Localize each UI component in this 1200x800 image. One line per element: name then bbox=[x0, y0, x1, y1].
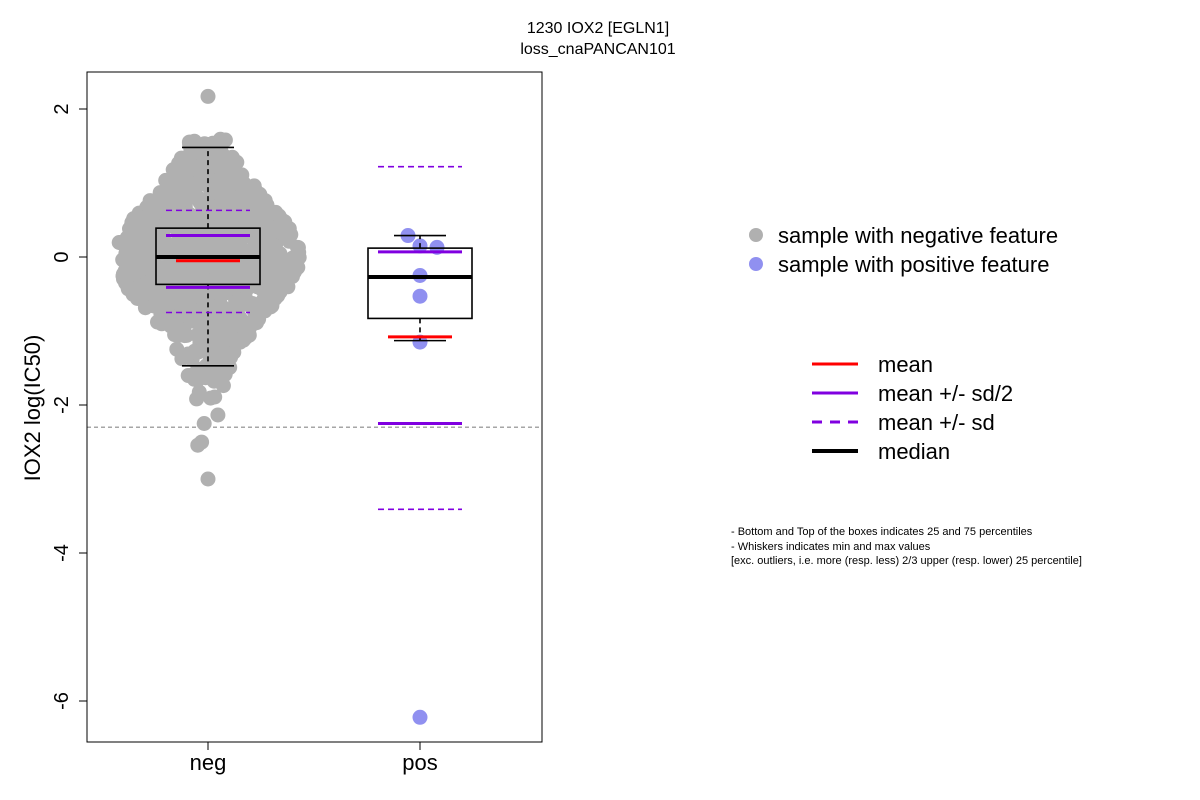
data-point bbox=[412, 709, 428, 725]
points-legend: sample with negative feature sample with … bbox=[749, 223, 1058, 277]
data-point bbox=[162, 175, 178, 191]
data-point bbox=[217, 326, 233, 342]
data-point bbox=[184, 287, 200, 303]
data-point bbox=[189, 264, 205, 280]
data-point bbox=[412, 288, 428, 304]
box-pos bbox=[367, 165, 473, 511]
data-point bbox=[271, 281, 287, 297]
data-point bbox=[174, 191, 189, 207]
data-point bbox=[254, 282, 270, 298]
data-point bbox=[194, 434, 210, 450]
lines-legend: mean mean +/- sd/2 mean +/- sd median bbox=[812, 352, 1013, 464]
x-axis: neg pos bbox=[190, 741, 438, 775]
data-point bbox=[262, 296, 278, 312]
y-tick-label: -4 bbox=[51, 544, 73, 562]
data-point bbox=[200, 88, 216, 104]
data-point bbox=[130, 209, 146, 225]
pos-points bbox=[400, 228, 445, 725]
data-point bbox=[201, 286, 217, 302]
x-tick-label: neg bbox=[190, 750, 227, 775]
note-line-2: - Whiskers indicates min and max values bbox=[731, 541, 931, 553]
data-point bbox=[178, 150, 194, 166]
note-line-1: - Bottom and Top of the boxes indicates … bbox=[731, 526, 1033, 538]
data-point bbox=[210, 315, 225, 331]
data-point bbox=[168, 316, 184, 332]
data-point bbox=[137, 300, 153, 316]
data-point bbox=[116, 237, 132, 253]
box-body bbox=[367, 247, 473, 320]
y-tick-label: -2 bbox=[51, 396, 73, 414]
data-point bbox=[217, 132, 233, 148]
data-point bbox=[166, 219, 182, 235]
data-point bbox=[189, 212, 205, 228]
data-point bbox=[221, 154, 236, 169]
data-point bbox=[190, 344, 206, 360]
data-point bbox=[241, 327, 257, 343]
legend-label: mean +/- sd bbox=[878, 410, 995, 435]
legend-marker bbox=[749, 257, 763, 271]
data-point bbox=[167, 239, 183, 255]
data-point bbox=[189, 327, 205, 343]
data-point bbox=[240, 294, 256, 310]
x-tick-label: pos bbox=[402, 750, 437, 775]
legend-label: sample with negative feature bbox=[778, 223, 1058, 248]
y-axis-label: IOX2 log(IC50) bbox=[20, 335, 45, 482]
y-tick-label: 2 bbox=[51, 103, 73, 114]
data-point bbox=[192, 229, 207, 245]
data-point bbox=[209, 155, 225, 171]
data-point bbox=[260, 207, 276, 223]
data-point bbox=[152, 300, 168, 316]
data-point bbox=[261, 241, 277, 257]
legend-label: mean bbox=[878, 352, 933, 377]
data-point bbox=[202, 299, 218, 315]
data-point bbox=[193, 367, 209, 383]
data-point bbox=[224, 206, 240, 222]
data-point bbox=[177, 268, 192, 284]
note-line-3: [exc. outliers, i.e. more (resp. less) 2… bbox=[731, 555, 1082, 567]
y-tick-label: 0 bbox=[51, 251, 73, 262]
box-neg bbox=[155, 146, 261, 367]
data-point bbox=[211, 218, 227, 234]
data-point bbox=[117, 263, 133, 279]
data-point bbox=[210, 407, 226, 423]
data-point bbox=[280, 225, 296, 241]
data-point bbox=[177, 162, 193, 178]
neg-points bbox=[111, 88, 307, 487]
legend-label: mean +/- sd/2 bbox=[878, 381, 1013, 406]
data-point bbox=[154, 195, 170, 211]
data-point bbox=[204, 183, 220, 199]
data-point bbox=[290, 239, 305, 255]
y-axis: -6 -4 -2 0 2 bbox=[51, 103, 88, 710]
y-tick-label: -6 bbox=[51, 692, 73, 710]
data-point bbox=[196, 416, 212, 431]
data-point bbox=[146, 247, 162, 263]
chart-title-line1: 1230 IOX2 [EGLN1] bbox=[527, 20, 669, 37]
data-point bbox=[153, 261, 169, 277]
plot-area bbox=[87, 88, 542, 725]
data-point bbox=[249, 315, 264, 331]
data-point bbox=[133, 280, 148, 296]
legend-marker bbox=[749, 228, 763, 242]
legend-label: sample with positive feature bbox=[778, 252, 1049, 277]
legend-label: median bbox=[878, 439, 950, 464]
data-point bbox=[137, 222, 153, 238]
data-point bbox=[200, 137, 216, 153]
data-point bbox=[189, 391, 205, 407]
plot-frame bbox=[86, 71, 543, 743]
data-point bbox=[166, 206, 182, 222]
data-point bbox=[237, 209, 253, 225]
data-point bbox=[242, 180, 258, 196]
data-point bbox=[203, 390, 219, 406]
data-point bbox=[239, 197, 255, 213]
data-point bbox=[284, 263, 300, 279]
data-point bbox=[200, 471, 216, 487]
chart-title-line2: loss_cnaPANCAN101 bbox=[520, 41, 675, 58]
data-point bbox=[216, 360, 232, 376]
data-point bbox=[169, 341, 185, 357]
